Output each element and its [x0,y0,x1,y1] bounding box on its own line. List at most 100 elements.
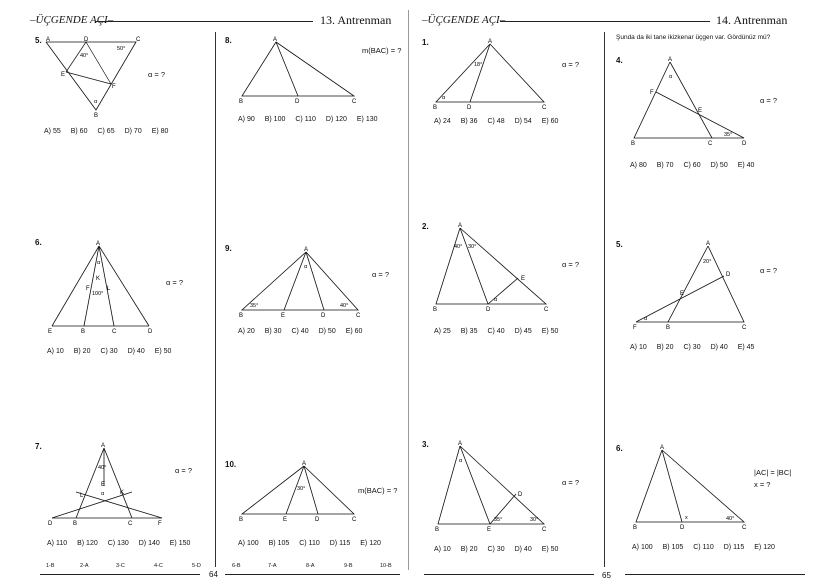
svg-text:D: D [48,521,53,527]
choice-a[interactable]: A) 10 [630,344,647,351]
svg-text:E: E [283,517,287,523]
q5-figure: A C D B E F 40° 50° α [45,37,141,118]
choice-a[interactable]: A) 10 [434,546,451,553]
choice-b[interactable]: B) 120 [77,540,98,547]
question-number: 3. [422,440,429,449]
choice-a[interactable]: A) 55 [44,128,61,135]
right-header-section: 14. Antrenman [716,13,788,27]
choice-d[interactable]: D) 115 [329,540,351,547]
choice-b[interactable]: B) 30 [264,328,282,335]
choice-c[interactable]: C) 30 [100,348,118,355]
svg-text:100°: 100° [92,291,103,297]
choice-d[interactable]: D) 40 [127,348,145,355]
svg-text:A: A [304,247,308,253]
choice-c[interactable]: C) 110 [299,540,320,547]
answer-choices: A) 24 B) 36 C) 48 D) 54 E) 60 [434,118,568,125]
choice-b[interactable]: B) 60 [70,128,88,135]
choice-d[interactable]: D) 70 [124,128,142,135]
q3-figure: A B E C D 35° 30° α [435,441,547,533]
svg-text:α: α [304,264,308,270]
choice-c[interactable]: C) 65 [97,128,115,135]
choice-b[interactable]: B) 20 [460,546,478,553]
choice-d[interactable]: D) 120 [325,116,347,123]
choice-a[interactable]: A) 10 [47,348,64,355]
choice-e[interactable]: E) 60 [345,328,363,335]
svg-text:C: C [708,141,713,147]
svg-text:α: α [459,458,463,464]
left-header-title: –ÜÇGENDE AÇI– [30,14,114,26]
choice-e[interactable]: E) 50 [154,348,172,355]
choice-d[interactable]: D) 115 [723,544,745,551]
choice-d[interactable]: D) 40 [710,344,728,351]
choice-b[interactable]: B) 36 [460,118,478,125]
svg-text:D: D [321,313,326,318]
choice-d[interactable]: D) 40 [514,546,532,553]
choice-a[interactable]: A) 20 [238,328,255,335]
choice-a[interactable]: A) 24 [434,118,451,125]
choice-c[interactable]: C) 48 [487,118,505,125]
question-number: 5. [35,36,42,45]
svg-text:α: α [97,260,101,266]
choice-a[interactable]: A) 25 [434,328,451,335]
right-header-rule [500,21,710,22]
svg-text:40°: 40° [726,516,734,522]
choice-e[interactable]: E) 60 [541,118,559,125]
svg-text:L: L [80,493,84,499]
choice-b[interactable]: B) 70 [656,162,674,169]
choice-a[interactable]: A) 90 [238,116,255,123]
choice-d[interactable]: D) 54 [514,118,532,125]
choice-e[interactable]: E) 80 [151,128,169,135]
svg-text:C: C [136,37,141,43]
choice-c[interactable]: C) 40 [487,328,505,335]
choice-c[interactable]: C) 30 [487,546,505,553]
choice-e[interactable]: E) 130 [356,116,378,123]
choice-a[interactable]: A) 100 [632,544,653,551]
choice-b[interactable]: B) 105 [662,544,684,551]
choice-a[interactable]: A) 100 [238,540,259,547]
choice-e[interactable]: E) 50 [541,546,559,553]
choice-b[interactable]: B) 20 [656,344,674,351]
q9-figure: A B E D C 35° 40° α [239,247,361,318]
question-prompt: α = ? [562,260,580,269]
question-number: 6. [35,238,42,247]
choice-c[interactable]: C) 40 [291,328,309,335]
choice-c[interactable]: C) 110 [295,116,316,123]
choice-c[interactable]: C) 60 [683,162,701,169]
choice-e[interactable]: E) 40 [737,162,755,169]
q10-figure: A B E D C 30° [239,461,357,523]
choice-e[interactable]: E) 120 [360,540,381,547]
svg-text:E: E [698,108,702,114]
choice-a[interactable]: A) 110 [47,540,68,547]
question-prompt: |AC| = |BC| [754,468,792,477]
answer-choices: A) 80 B) 70 C) 60 D) 50 E) 40 [630,162,764,169]
choice-b[interactable]: B) 105 [268,540,290,547]
svg-text:30°: 30° [530,517,538,523]
choice-d[interactable]: D) 50 [318,328,336,335]
choice-b[interactable]: B) 35 [460,328,478,335]
svg-text:18°: 18° [474,62,482,68]
answer-key-item: 3-C [116,563,125,569]
choice-c[interactable]: C) 30 [683,344,701,351]
svg-text:30°: 30° [297,486,305,492]
svg-text:D: D [680,525,685,531]
choice-d[interactable]: D) 140 [138,540,160,547]
choice-e[interactable]: E) 50 [541,328,559,335]
answer-key-item: 10-B [380,563,392,569]
answer-key-item: 1-B [46,563,55,569]
choice-b[interactable]: B) 100 [264,116,286,123]
choice-e[interactable]: E) 150 [169,540,191,547]
svg-text:A: A [101,443,105,449]
svg-text:α: α [494,297,498,303]
choice-c[interactable]: C) 110 [693,544,714,551]
choice-d[interactable]: D) 50 [710,162,728,169]
choice-e[interactable]: E) 120 [754,544,775,551]
choice-e[interactable]: E) 45 [737,344,755,351]
svg-text:D: D [518,492,523,498]
answer-choices: A) 10 B) 20 C) 30 D) 40 E) 50 [47,348,181,355]
choice-c[interactable]: C) 130 [107,540,129,547]
choice-d[interactable]: D) 45 [514,328,532,335]
svg-text:E: E [101,482,105,488]
choice-b[interactable]: B) 20 [73,348,91,355]
answer-choices: A) 10 B) 20 C) 30 D) 40 E) 50 [434,546,568,553]
choice-a[interactable]: A) 80 [630,162,647,169]
